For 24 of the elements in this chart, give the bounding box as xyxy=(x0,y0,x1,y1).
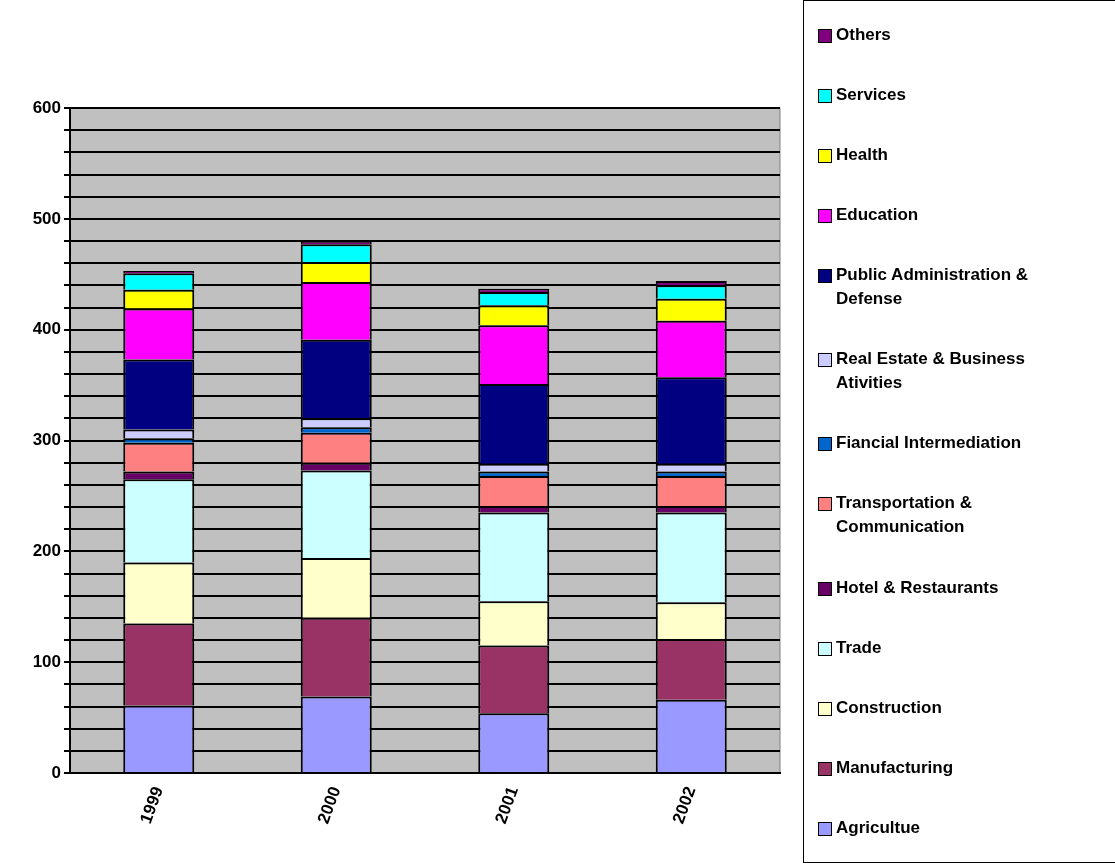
legend-label: Education xyxy=(836,204,920,227)
x-tick-label: 2002 xyxy=(668,783,700,827)
legend-label: Manufacturing xyxy=(836,756,955,779)
legend-label: Services xyxy=(836,84,907,107)
y-tick-label: 400 xyxy=(32,319,61,339)
y-tick-label: 600 xyxy=(32,97,61,117)
y-tick-label: 0 xyxy=(51,762,61,782)
legend-label: Real Estate & Business Ativities xyxy=(836,348,1026,395)
y-tick-label: 500 xyxy=(32,208,61,228)
legend-label: Health xyxy=(836,144,889,167)
y-tick-label: 300 xyxy=(32,430,61,450)
y-tick-label: 200 xyxy=(32,541,61,561)
legend-label: Fiancial Intermediation xyxy=(836,432,1023,455)
x-tick-label: 2001 xyxy=(491,783,522,827)
legend-label: Others xyxy=(836,24,892,47)
legend-label: Construction xyxy=(836,696,943,719)
y-tick-label: 100 xyxy=(32,651,61,671)
legend-label: Public Administration & Defense xyxy=(836,264,1030,311)
legend-label: Agricultue xyxy=(836,816,922,839)
legend-label: Trade xyxy=(836,636,883,659)
legend-label: Transportation & Communication xyxy=(836,492,973,539)
x-tick-label: 1999 xyxy=(136,783,167,827)
x-tick-label: 2000 xyxy=(313,783,345,827)
legend-label: Hotel & Restaurants xyxy=(836,576,1000,599)
